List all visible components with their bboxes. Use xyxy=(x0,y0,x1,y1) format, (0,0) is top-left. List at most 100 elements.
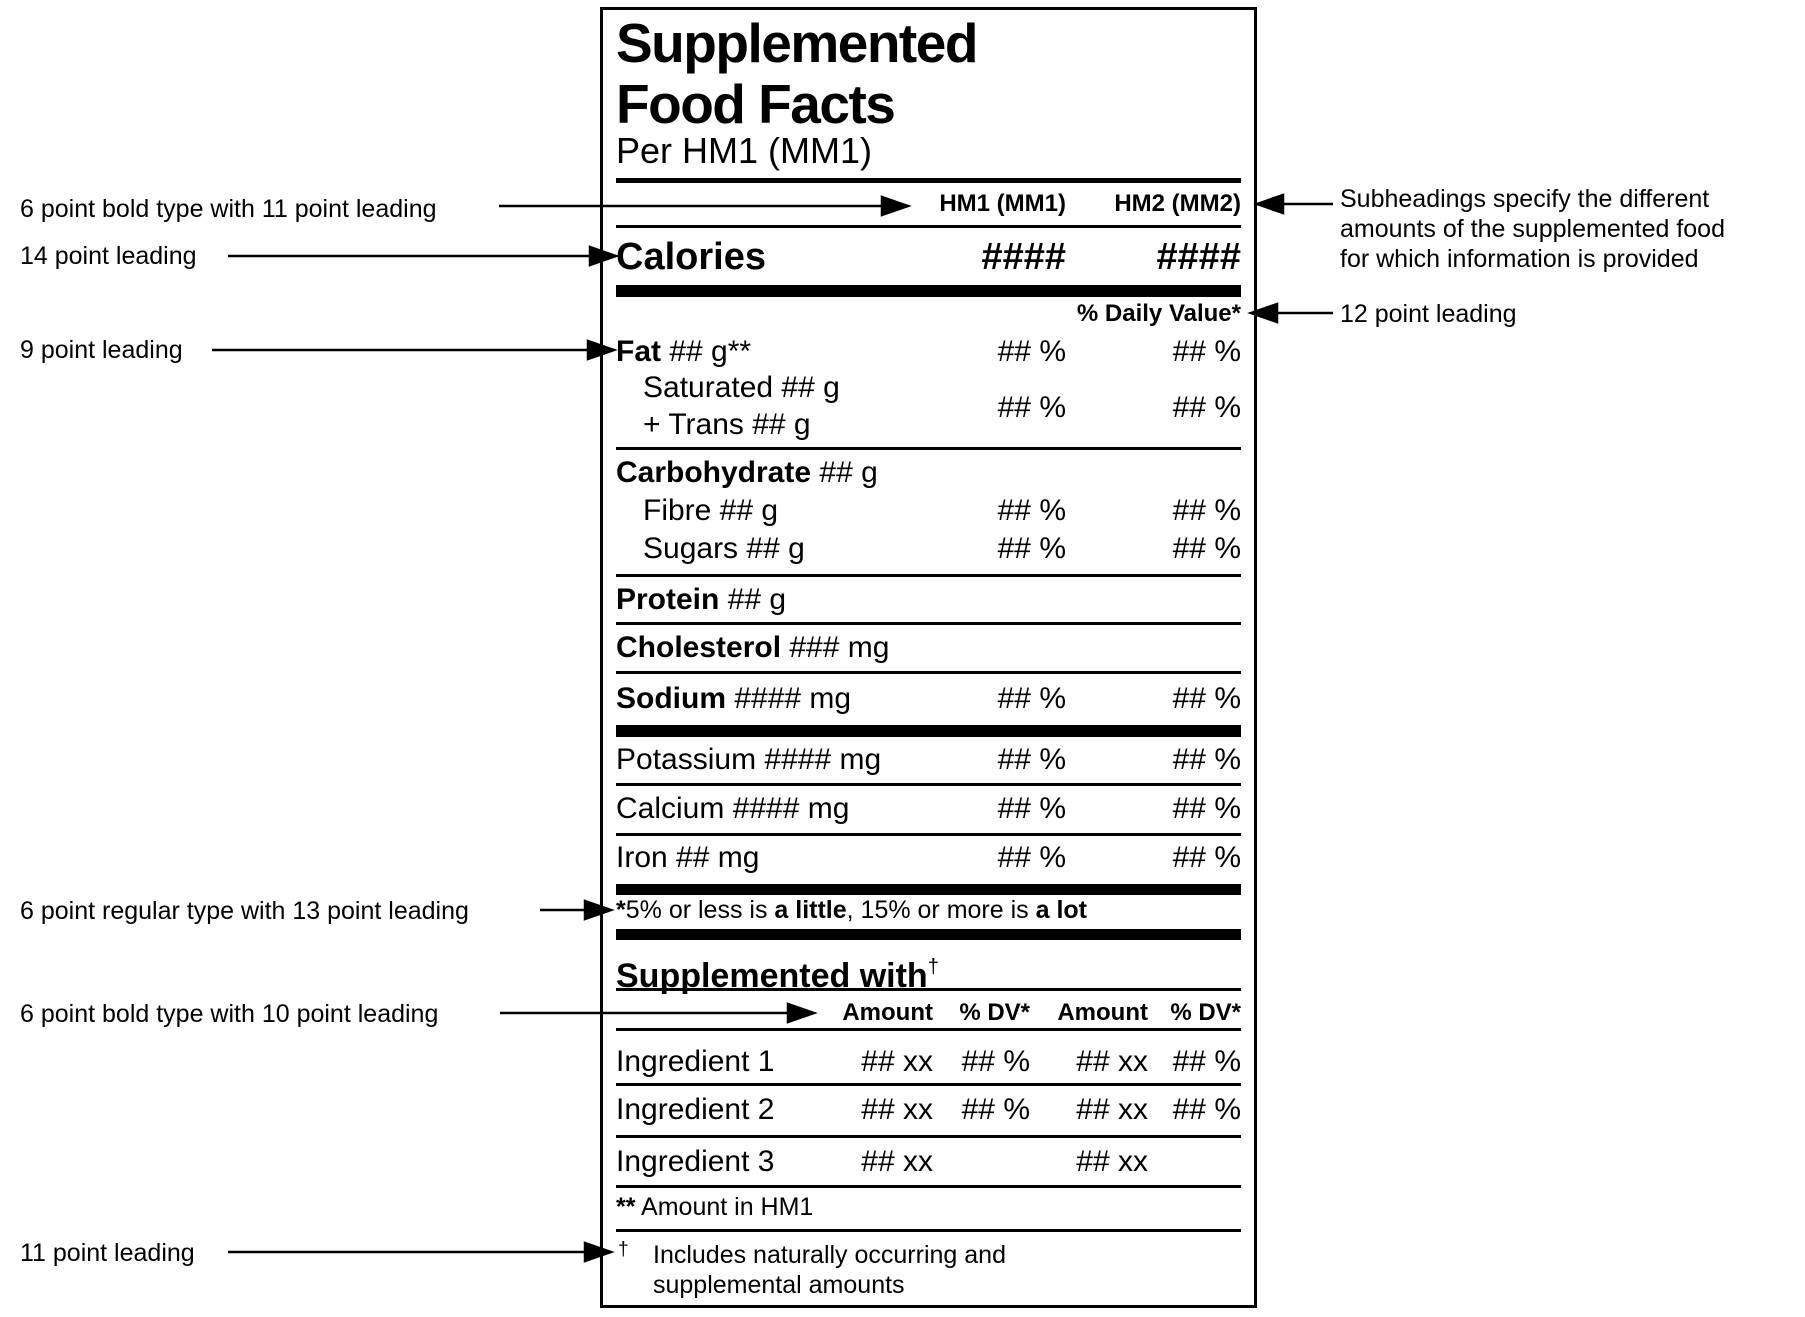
cholesterol-amount: ### mg xyxy=(781,631,890,664)
iron-text: Iron ## mg xyxy=(616,841,760,874)
footnote-hm1-text: Amount in HM1 xyxy=(635,1193,814,1221)
rule-under-supplemented-with xyxy=(616,988,1241,991)
label-panel-border xyxy=(600,7,1257,1308)
column-header-hm2: HM2 (MM2) xyxy=(1114,190,1241,217)
fat-label: Fat xyxy=(616,335,661,368)
sugars-text: Sugars ## g xyxy=(643,532,805,565)
cholesterol-label: Cholesterol xyxy=(616,631,782,664)
header-dv-hm2: % DV* xyxy=(1170,999,1241,1026)
dv-footnote-a-lot: a lot xyxy=(1035,896,1088,924)
column-headers-row: HM1 (MM1) HM2 (MM2) xyxy=(616,190,1241,218)
ingredient-1-amount-hm2: ## xx xyxy=(1076,1045,1148,1078)
supplemented-with-heading: Supplemented with† xyxy=(616,946,1241,995)
potassium-text: Potassium #### mg xyxy=(616,743,882,776)
fibre-dv-hm2: ## % xyxy=(1172,494,1241,527)
dv-footnote-part2: , 15% or more is xyxy=(846,896,1036,924)
ingredient-1-name: Ingredient 1 xyxy=(616,1045,775,1078)
rule-under-ingredient-3 xyxy=(616,1185,1241,1188)
rule-under-fat xyxy=(616,447,1241,450)
saturated-text: Saturated ## g xyxy=(643,371,840,404)
annotation-subheadings-line1: Subheadings specify the different xyxy=(1340,185,1710,213)
dv-footnote-a-little: a little xyxy=(774,896,847,924)
nutrient-row-fat: Fat ## g** ## % ## % xyxy=(616,335,1241,369)
iron-dv-hm2: ## % xyxy=(1172,841,1241,874)
nutrient-row-fibre: Fibre ## g ## % ## % xyxy=(616,494,1241,528)
carbohydrate-amount: ## g xyxy=(811,456,878,489)
sugars-dv-hm2: ## % xyxy=(1172,532,1241,565)
footnote-amount-in-hm1: ** Amount in HM1 xyxy=(616,1193,1241,1221)
sat-trans-dv-hm2: ## % xyxy=(1172,391,1241,424)
dv-footnote-star: * xyxy=(616,896,626,924)
fat-dv-hm1: ## % xyxy=(997,335,1066,368)
calcium-text: Calcium #### mg xyxy=(616,792,850,825)
annotation-6pt-regular-13pt: 6 point regular type with 13 point leadi… xyxy=(20,897,469,925)
fat-dv-hm2: ## % xyxy=(1172,335,1241,368)
rule-under-carbohydrate xyxy=(616,574,1241,577)
protein-label: Protein xyxy=(616,583,720,616)
daily-value-header-row: % Daily Value* xyxy=(616,300,1241,328)
footnote-dagger-text1: Includes naturally occurring and xyxy=(653,1241,1006,1269)
footnote-dagger-line1: † Includes naturally occurring and xyxy=(616,1239,1241,1269)
calcium-dv-hm2: ## % xyxy=(1172,792,1241,825)
annotation-6pt-bold-10pt: 6 point bold type with 10 point leading xyxy=(20,1000,439,1028)
label-title-line1: Supplemented xyxy=(616,12,978,74)
dagger-superscript: † xyxy=(927,956,939,978)
nutrient-row-sugars: Sugars ## g ## % ## % xyxy=(616,532,1241,566)
rule-under-ingredient-2 xyxy=(616,1135,1241,1138)
nutrient-row-saturated: Saturated ## g xyxy=(616,371,1241,405)
ingredient-1-dv-hm1: ## % xyxy=(961,1045,1030,1078)
nutrient-row-cholesterol: Cholesterol ### mg xyxy=(616,631,1241,665)
dv-footnote-part1: 5% or less is xyxy=(625,896,775,924)
sat-trans-dv-row: ## % ## % xyxy=(616,391,1241,425)
thick-bar-under-iron xyxy=(616,884,1241,895)
ingredient-2-amount-hm1: ## xx xyxy=(861,1093,933,1126)
carbohydrate-label: Carbohydrate xyxy=(616,456,812,489)
sodium-dv-hm2: ## % xyxy=(1172,682,1241,715)
ingredient-row-3: Ingredient 3 ## xx ## xx xyxy=(616,1145,1241,1179)
potassium-dv-hm2: ## % xyxy=(1172,743,1241,776)
ingredient-3-amount-hm2: ## xx xyxy=(1076,1145,1148,1178)
fibre-text: Fibre ## g xyxy=(643,494,779,527)
double-star-marker: ** xyxy=(616,1193,636,1221)
nutrient-row-calcium: Calcium #### mg ## % ## % xyxy=(616,792,1241,826)
ingredient-1-dv-hm2: ## % xyxy=(1172,1045,1241,1078)
label-title-line2: Food Facts xyxy=(616,73,896,135)
annotation-subheadings-line2: amounts of the supplemented food xyxy=(1340,215,1725,243)
calories-label: Calories xyxy=(616,236,766,278)
header-amount-hm2: Amount xyxy=(1057,999,1148,1026)
annotation-9pt-leading: 9 point leading xyxy=(20,336,183,364)
thick-bar-under-calories xyxy=(616,285,1241,297)
nutrient-row-carbohydrate: Carbohydrate ## g xyxy=(616,456,1241,490)
sugars-dv-hm1: ## % xyxy=(997,532,1066,565)
sodium-label: Sodium xyxy=(616,682,726,715)
fibre-dv-hm1: ## % xyxy=(997,494,1066,527)
daily-value-header: % Daily Value* xyxy=(1076,300,1241,327)
rule-under-footnote-hm1 xyxy=(616,1229,1241,1232)
sodium-amount: #### mg xyxy=(726,682,852,715)
rule-under-protein xyxy=(616,622,1241,625)
sat-trans-dv-hm1: ## % xyxy=(997,391,1066,424)
rule-under-serving xyxy=(616,178,1241,183)
annotation-12pt-leading: 12 point leading xyxy=(1340,300,1517,328)
arrow-head-subheadings xyxy=(1253,193,1285,215)
annotation-11pt-leading: 11 point leading xyxy=(20,1239,195,1267)
ingredient-row-2: Ingredient 2 ## xx ## % ## xx ## % xyxy=(616,1093,1241,1127)
header-dv-hm1: % DV* xyxy=(959,999,1030,1026)
daily-value-footnote: *5% or less is a little, 15% or more is … xyxy=(616,896,1241,924)
ingredient-2-dv-hm2: ## % xyxy=(1172,1093,1241,1126)
footnote-dagger-text2: supplemental amounts xyxy=(653,1271,905,1299)
nutrient-row-trans: + Trans ## g xyxy=(616,408,1241,442)
ingredient-row-1: Ingredient 1 ## xx ## % ## xx ## % xyxy=(616,1045,1241,1079)
annotation-subheadings: Subheadings specify the different amount… xyxy=(1340,184,1725,274)
rule-under-column-headers xyxy=(616,225,1241,228)
annotation-6pt-bold-11pt: 6 point bold type with 11 point leading xyxy=(20,195,437,223)
label-title: Supplemented Food Facts xyxy=(616,12,978,135)
calories-value-hm1: #### xyxy=(981,236,1066,278)
nutrient-row-iron: Iron ## mg ## % ## % xyxy=(616,841,1241,875)
trans-text: + Trans ## g xyxy=(643,408,811,441)
rule-under-calcium xyxy=(616,833,1241,836)
potassium-dv-hm1: ## % xyxy=(997,743,1066,776)
supplement-table-header-row: Amount % DV* Amount % DV* xyxy=(616,999,1241,1027)
rule-under-supplement-header xyxy=(616,1028,1241,1031)
